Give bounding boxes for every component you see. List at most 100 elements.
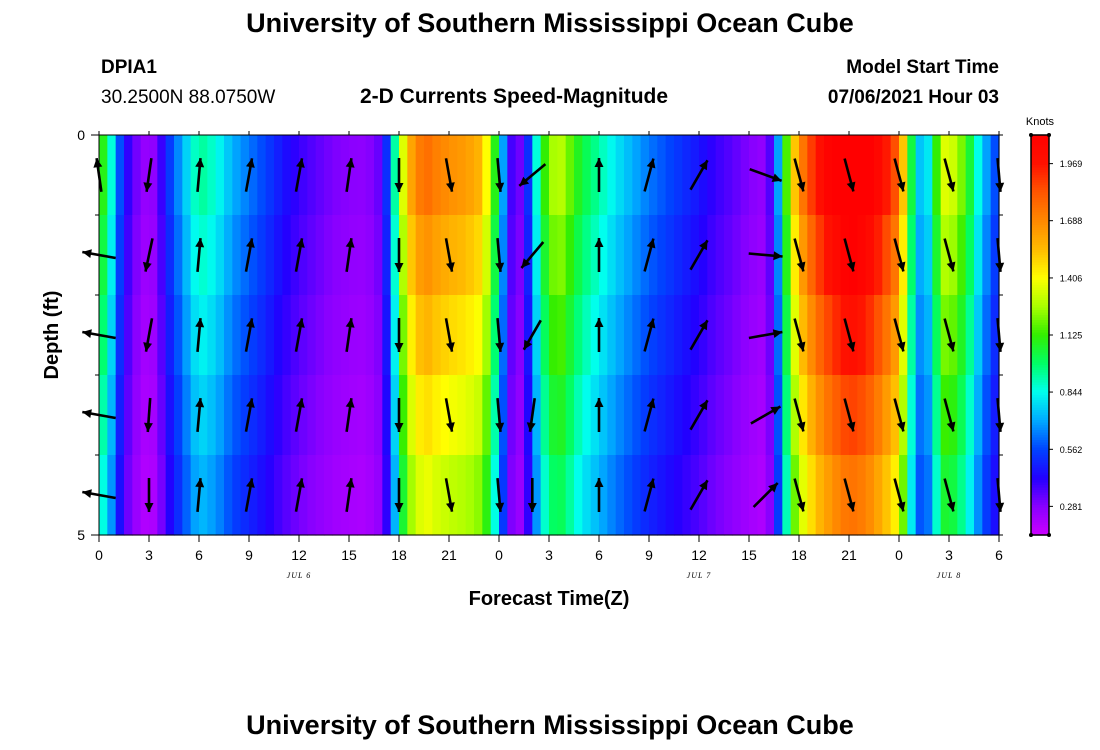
heat-cell (907, 135, 917, 216)
colorbar-band (1031, 232, 1049, 236)
colorbar-band (1031, 325, 1049, 329)
heat-cell (324, 375, 333, 456)
heat-cell (374, 215, 383, 296)
heat-cell (982, 295, 992, 376)
heat-cell (632, 295, 642, 376)
heat-cell (115, 295, 125, 376)
heat-cell (215, 215, 225, 296)
heat-cell (899, 375, 908, 456)
heat-cell (315, 455, 325, 536)
colorbar-band (1031, 507, 1049, 511)
colorbar-tick-label: 0.844 (1060, 388, 1083, 398)
colorbar-band (1031, 402, 1049, 406)
heat-cell (482, 215, 492, 296)
heat-cell (190, 455, 200, 536)
colorbar-band (1031, 267, 1049, 271)
heat-cell (440, 215, 450, 296)
heat-cell (549, 455, 558, 536)
heat-cell (174, 455, 183, 536)
heat-cell (274, 135, 283, 216)
current-arrow-head (946, 341, 956, 352)
heat-cell (674, 375, 683, 456)
heat-cell (557, 375, 567, 456)
heat-cell (849, 135, 858, 216)
heat-cell (857, 215, 867, 296)
colorbar-band (1031, 422, 1049, 426)
heat-cell (532, 135, 542, 216)
heat-cell (432, 215, 442, 296)
current-arrow-head (995, 342, 1005, 352)
heat-cell (640, 375, 650, 456)
heat-cell (707, 135, 717, 216)
current-arrow-head (846, 261, 856, 272)
colorbar-band (1031, 425, 1049, 429)
colorbar-band (1031, 160, 1049, 164)
heat-cell (165, 215, 175, 296)
heat-cell (282, 135, 292, 216)
heat-cell (265, 295, 275, 376)
heat-cell (815, 135, 825, 216)
colorbar-band (1031, 207, 1049, 211)
colorbar-band (1031, 307, 1049, 311)
heat-cell (590, 455, 600, 536)
heat-cell (690, 135, 700, 216)
colorbar-band (1031, 442, 1049, 446)
colorbar-band (1031, 490, 1049, 494)
colorbar-band (1031, 257, 1049, 261)
heat-cell (857, 455, 867, 536)
heat-cell (899, 135, 908, 216)
current-arrow-head (768, 483, 778, 493)
heat-cell (565, 215, 575, 296)
colorbar-band (1031, 192, 1049, 196)
current-arrow-head (896, 181, 906, 192)
station-id: DPIA1 (101, 57, 157, 78)
colorbar-band (1031, 487, 1049, 491)
current-arrow-head (195, 238, 205, 248)
current-arrow-head (594, 318, 604, 327)
heat-cell (299, 375, 308, 456)
colorbar-band (1031, 135, 1049, 139)
heat-cell (557, 455, 567, 536)
heat-cell (507, 375, 517, 456)
current-arrow-head (296, 158, 305, 168)
heat-cell (824, 295, 833, 376)
heat-cell (857, 295, 867, 376)
heat-cell (924, 215, 933, 296)
heat-cell (940, 135, 950, 216)
colorbar-unit: Knots (1026, 116, 1055, 128)
heat-cell (490, 295, 500, 376)
heat-cell (732, 295, 742, 376)
current-arrow-head (594, 238, 604, 247)
heat-cell (149, 135, 158, 216)
current-arrow-head (345, 238, 355, 248)
heat-cell (624, 455, 633, 536)
heat-cell (865, 215, 875, 296)
colorbar-band (1031, 195, 1049, 199)
heat-cell (849, 455, 858, 536)
heat-cell (107, 375, 117, 456)
colorbar-band (1031, 462, 1049, 466)
heat-cell (790, 135, 800, 216)
current-arrow-head (526, 422, 536, 432)
colorbar-band (1031, 237, 1049, 241)
heat-cell (374, 135, 383, 216)
heat-cell (657, 295, 667, 376)
current-arrow-head (394, 183, 404, 192)
heat-cell (390, 135, 400, 216)
heat-cell (199, 375, 208, 456)
heat-cell (957, 215, 967, 296)
heat-cell (674, 135, 683, 216)
heat-cell (224, 295, 233, 376)
heat-cell (874, 135, 883, 216)
current-arrow-head (796, 261, 806, 272)
x-tick-label: 0 (95, 547, 103, 563)
heat-cell (657, 375, 667, 456)
heat-cell (749, 455, 758, 536)
colorbar-band (1031, 385, 1049, 389)
heat-cell (140, 295, 150, 376)
x-tick-label: 6 (995, 547, 1003, 563)
heat-cell (449, 215, 458, 296)
heat-cell (799, 455, 808, 536)
heat-cell (207, 135, 217, 216)
heat-cell (557, 135, 567, 216)
